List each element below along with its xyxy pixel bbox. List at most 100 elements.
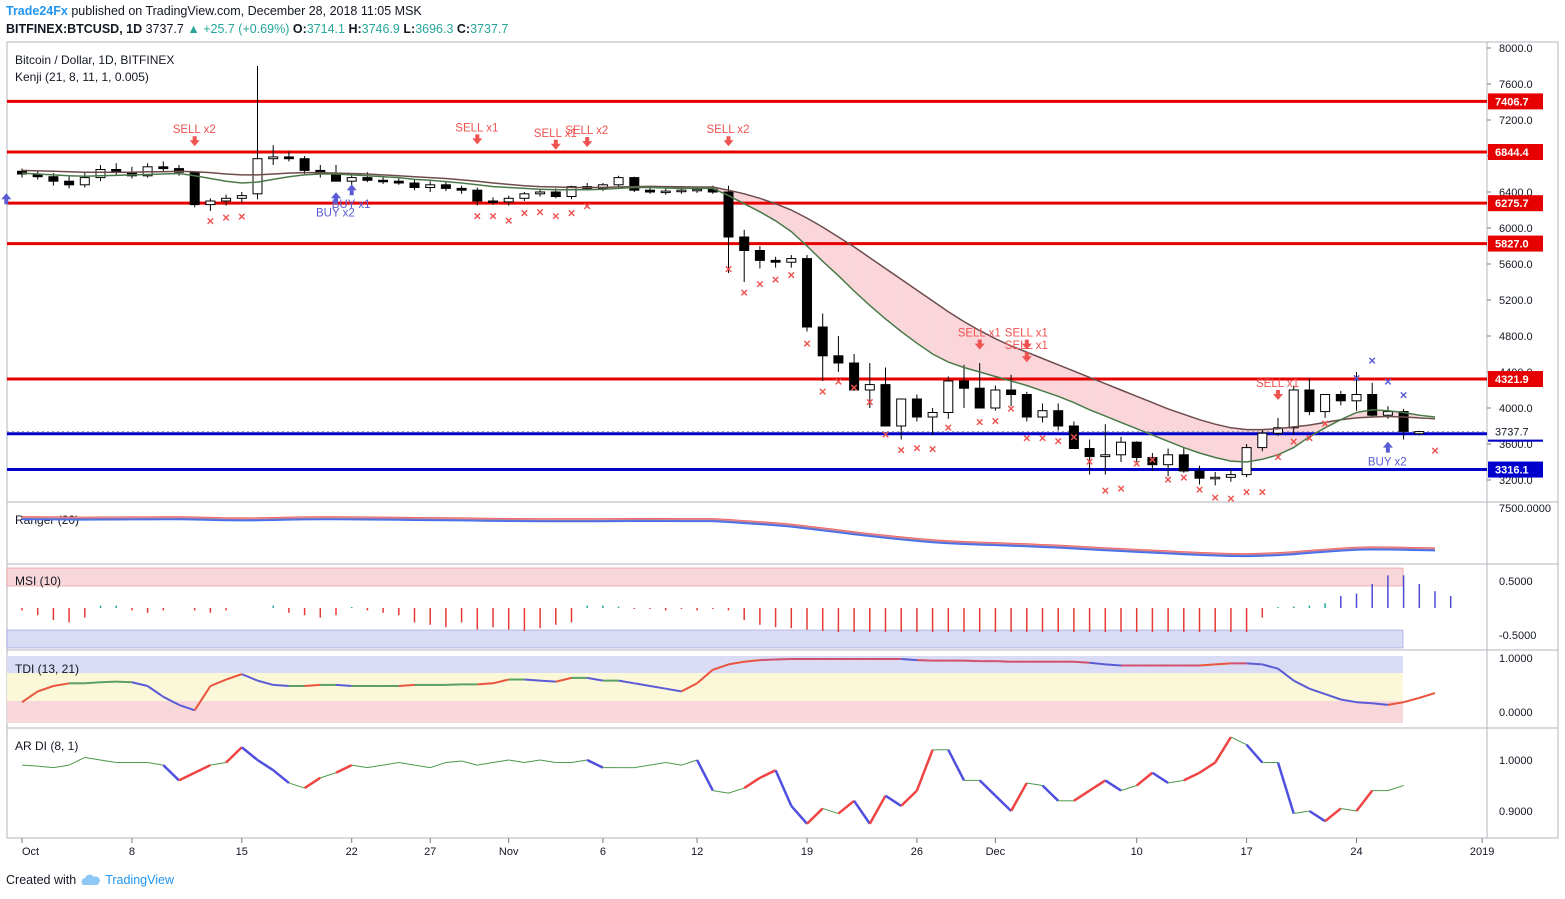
tdi-segment: [759, 658, 776, 662]
bear-candle: [974, 387, 985, 409]
tdi-axis-top: 1.0000: [1499, 653, 1533, 665]
price-levels: [7, 99, 1487, 472]
x-tick-label: 22: [346, 846, 358, 858]
cloud-segment: [1058, 364, 1074, 403]
x-marker-icon: ×: [552, 208, 560, 223]
x-marker-icon: ×: [1102, 483, 1110, 498]
x-marker-icon: ×: [521, 206, 529, 221]
sell-arrow-icon: [582, 137, 593, 148]
bear-candle: [1398, 411, 1409, 432]
tdi-segment: [1419, 692, 1436, 699]
x-marker-icon: ×: [772, 272, 780, 287]
bull-candle: [1225, 474, 1236, 478]
tdi-lower-zone: [7, 701, 1403, 723]
tdi-segment: [53, 682, 70, 687]
x-marker-icon: ×: [1007, 401, 1015, 416]
cloud-segment: [1105, 383, 1121, 423]
ardi-segment: [1120, 785, 1137, 792]
tdi-segment: [162, 695, 180, 706]
ranger-band-line: [21, 516, 1436, 555]
msi-upper-zone: [6, 567, 1404, 587]
ardi-segment: [1355, 789, 1374, 812]
bear-candle: [1021, 394, 1032, 418]
publisher-name[interactable]: Trade24Fx: [6, 4, 68, 18]
ardi-segment: [1214, 736, 1232, 764]
bear-candle: [299, 158, 310, 171]
ranger-band-line: [21, 519, 1436, 558]
bear-candle: [1084, 448, 1095, 458]
bull-candle: [1414, 431, 1425, 435]
cloud-segment: [1121, 390, 1137, 429]
tdi-segment: [225, 673, 243, 681]
bull-candle: [692, 188, 703, 192]
buy-arrow-icon: [346, 184, 357, 196]
bull-candle: [566, 186, 577, 198]
x-marker-icon: ×: [222, 210, 230, 225]
sell-arrow-icon: [1021, 339, 1032, 350]
ardi-segment: [774, 769, 793, 807]
tdi-segment: [1089, 661, 1106, 666]
ardi-segment: [303, 776, 321, 790]
ardi-segment: [68, 757, 86, 766]
bear-candle: [739, 236, 750, 251]
bear-candle: [64, 180, 75, 186]
sell-signal-label: SELL x2: [565, 125, 608, 137]
bull-candle: [425, 184, 436, 189]
bear-candle: [283, 156, 294, 160]
bull-candle: [943, 380, 954, 413]
ardi-segment: [822, 807, 839, 815]
ardi-segment: [1230, 736, 1247, 746]
ardi-segment: [430, 762, 447, 769]
ardi-segment: [743, 776, 761, 790]
cloud-segment: [1199, 419, 1216, 458]
bear-candle: [48, 176, 59, 182]
x-marker-icon: ×: [489, 208, 497, 223]
x-marker-icon: ×: [740, 285, 748, 300]
ardi-segment: [1041, 784, 1060, 802]
cloud-segment: [1089, 377, 1106, 417]
cloud-segment: [1168, 408, 1184, 448]
x-marker-icon: ×: [207, 214, 215, 229]
x-marker-icon: ×: [866, 395, 874, 410]
sell-signal-label: SELL x2: [173, 124, 216, 136]
sell-arrow-icon: [550, 139, 561, 150]
tdi-segment: [241, 673, 258, 682]
x-marker-icon: ×: [1211, 490, 1219, 505]
y-tick-label: 3600.0: [1499, 439, 1533, 451]
ardi-segment: [178, 771, 196, 782]
x-marker-icon: ×: [1384, 374, 1392, 389]
bull-candle: [268, 156, 279, 160]
bull-candle: [990, 389, 1001, 409]
ardi-segment: [1308, 809, 1326, 823]
ardi-segment: [759, 769, 777, 779]
ohlc-line: BITFINEX:BTCUSD, 1D 3737.7 ▲ +25.7 (+0.6…: [6, 22, 508, 36]
ardi-segment: [256, 758, 274, 772]
x-marker-icon: ×: [1164, 472, 1172, 487]
y-tick-label: 4000.0: [1499, 403, 1533, 415]
x-marker-icon: ×: [803, 336, 811, 351]
sell-arrow-icon: [1021, 352, 1032, 363]
bear-candle: [754, 250, 765, 261]
cloud-segment: [1073, 371, 1090, 410]
tradingview-link[interactable]: TradingView: [105, 873, 174, 887]
sell-arrow-icon: [974, 339, 985, 350]
x-marker-icon: ×: [1039, 431, 1047, 446]
tdi-segment: [335, 683, 352, 687]
bear-candle: [1367, 394, 1378, 416]
tradingview-cloud-icon: [81, 874, 101, 885]
candles[interactable]: [17, 66, 1425, 486]
x-marker-icon: ×: [850, 380, 858, 395]
x-marker-icon: ×: [913, 441, 921, 456]
tdi-segment: [540, 679, 556, 683]
msi-axis-bottom: -0.5000: [1499, 630, 1536, 642]
ardi-segment: [288, 782, 305, 789]
x-marker-icon: ×: [1133, 456, 1141, 471]
bear-candle: [550, 191, 561, 197]
ardi-segment: [1026, 782, 1043, 786]
tdi-segment: [1215, 662, 1231, 666]
bear-candle: [880, 384, 891, 427]
bull-candle: [1116, 441, 1126, 456]
cloud-segment: [901, 279, 917, 344]
